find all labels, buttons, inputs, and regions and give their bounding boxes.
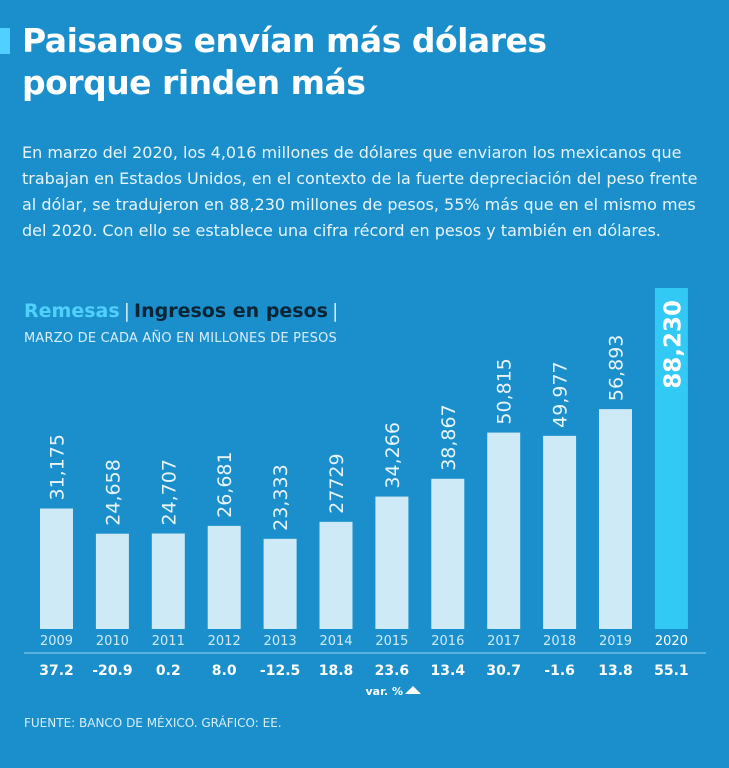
variation-label: var. % [366,685,403,698]
year-label-2011: 2011 [152,634,185,649]
bar-2011 [151,533,185,629]
legend-remesas: Remesas [24,300,120,322]
bar-2010 [95,533,129,629]
variation-2020: 55.1 [654,663,689,679]
title-accent-bar [0,28,10,54]
bar-2016 [431,478,465,629]
source-note: FUENTE: BANCO DE MÉXICO. GRÁFICO: EE. [24,716,282,730]
legend-ingresos: Ingresos en pesos [134,300,328,322]
bar-2015 [375,496,409,629]
value-label-2011: 24,707 [158,459,180,525]
year-label-2013: 2013 [264,634,297,649]
year-label-2019: 2019 [599,634,632,649]
bar-2018 [543,435,577,629]
page-title: Paisanos envían más dólares porque rinde… [22,20,712,104]
value-label-2016: 38,867 [438,404,460,470]
bar-2013 [263,538,297,629]
value-label-2014: 27729 [326,453,348,513]
bar-2017 [487,432,521,629]
chart-subtitle: MARZO DE CADA AÑO EN MILLONES DE PESOS [24,331,337,346]
bar-2009 [40,508,73,629]
bar-2020 [654,288,688,629]
value-label-2009: 31,175 [47,434,69,500]
value-label-2012: 26,681 [214,451,236,517]
variation-2009: 37.2 [39,663,74,679]
value-label-2018: 49,977 [550,361,572,427]
title-line-1: Paisanos envían más dólares [22,21,547,60]
year-label-2017: 2017 [487,634,520,649]
variation-2016: 13.4 [431,663,466,679]
value-label-2013: 23,333 [270,464,292,530]
year-label-2015: 2015 [375,634,408,649]
legend-separator: | [123,300,131,322]
chart-legend: Remesas | Ingresos en pesos | [24,300,342,322]
variation-2017: 30.7 [486,663,521,679]
variation-2019: 13.8 [598,663,633,679]
up-triangle-icon [405,686,421,694]
year-label-2014: 2014 [319,634,352,649]
variation-2013: -12.5 [260,663,300,679]
year-label-2020: 2020 [655,634,688,649]
variation-2010: -20.9 [92,663,132,679]
value-label-2017: 50,815 [494,358,516,424]
value-label-2015: 34,266 [382,422,404,488]
value-label-2019: 56,893 [606,335,628,401]
year-label-2012: 2012 [208,634,241,649]
value-label-2010: 24,658 [102,459,124,525]
bar-2014 [319,521,353,629]
intro-paragraph: En marzo del 2020, los 4,016 millones de… [22,143,698,240]
title-line-2: porque rinden más [22,63,366,102]
variation-2014: 18.8 [319,663,354,679]
variation-2018: -1.6 [544,663,575,679]
legend-separator-end: | [331,300,339,322]
value-label-2020: 88,230 [660,300,686,389]
year-label-2010: 2010 [96,634,129,649]
year-label-2018: 2018 [543,634,576,649]
year-label-2016: 2016 [431,634,464,649]
year-label-2009: 2009 [40,634,73,649]
bar-2019 [599,409,632,629]
variation-2012: 8.0 [212,663,237,679]
variation-2011: 0.2 [156,663,181,679]
bar-2012 [207,525,241,629]
variation-2015: 23.6 [375,663,410,679]
